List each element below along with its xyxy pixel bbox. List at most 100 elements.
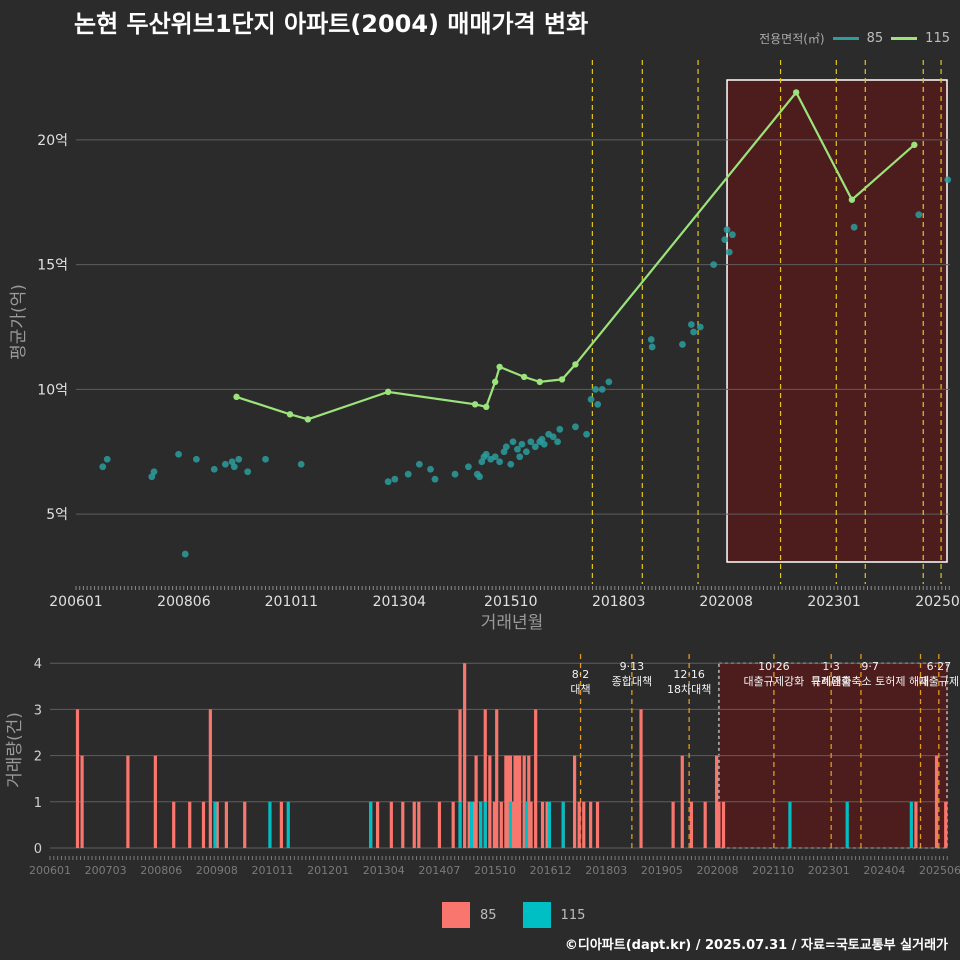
point-85 bbox=[605, 378, 613, 386]
bar-85 bbox=[639, 709, 643, 848]
bar-85 bbox=[472, 801, 476, 848]
y-axis-title: 거래량(건) bbox=[5, 712, 25, 788]
point-85 bbox=[482, 450, 490, 458]
bar-115 bbox=[479, 801, 483, 848]
bar-85 bbox=[463, 663, 467, 848]
point-85 bbox=[262, 455, 269, 463]
point-85 bbox=[721, 236, 729, 244]
point-115 bbox=[304, 416, 312, 423]
bar-115 bbox=[561, 801, 565, 848]
bar-legend: 85 115 bbox=[442, 902, 585, 928]
point-115 bbox=[233, 393, 240, 401]
point-85 bbox=[244, 468, 252, 476]
legend-swatch-85 bbox=[832, 37, 859, 40]
bar-85 bbox=[582, 801, 586, 848]
bar-85 bbox=[75, 709, 80, 848]
bar-85 bbox=[467, 801, 471, 848]
bar-115 bbox=[524, 801, 529, 848]
bar-85 bbox=[458, 709, 462, 848]
x-tick-label: 201304 bbox=[363, 864, 405, 877]
point-85 bbox=[522, 448, 530, 456]
point-85 bbox=[556, 425, 564, 433]
x-tick-label: 202404 bbox=[863, 864, 905, 877]
point-85 bbox=[725, 248, 733, 256]
bar-85 bbox=[680, 755, 684, 848]
bar-85 bbox=[375, 801, 380, 848]
bar-115 bbox=[369, 801, 373, 848]
bar-85 bbox=[703, 801, 707, 848]
point-85 bbox=[944, 176, 952, 184]
point-85 bbox=[915, 211, 923, 219]
x-tick-label: 201201 bbox=[307, 864, 349, 877]
bar-85 bbox=[511, 801, 515, 848]
legend-title: 전용면적(㎡) bbox=[759, 32, 825, 46]
x-axis-title: 거래년월 bbox=[481, 613, 544, 633]
point-85 bbox=[710, 261, 718, 269]
bar-115 bbox=[909, 801, 913, 848]
bar-85 bbox=[201, 801, 206, 848]
bar-85 bbox=[488, 755, 492, 848]
point-85 bbox=[99, 463, 107, 471]
x-tick-label: 200601 bbox=[29, 864, 71, 877]
bar-85 bbox=[483, 709, 487, 848]
point-115 bbox=[384, 388, 392, 396]
bar-115 bbox=[788, 801, 792, 848]
bar-115 bbox=[508, 801, 513, 848]
bar-85 bbox=[689, 801, 694, 848]
bar-85 bbox=[534, 709, 538, 848]
bar-85 bbox=[215, 801, 219, 848]
point-85 bbox=[476, 473, 483, 481]
x-tick-label: 202506 bbox=[915, 594, 960, 610]
point-85 bbox=[690, 328, 697, 336]
point-115 bbox=[572, 361, 579, 368]
point-85 bbox=[415, 460, 423, 468]
point-85 bbox=[554, 438, 561, 446]
bar-85 bbox=[80, 755, 84, 848]
annotation-date: 10·26 bbox=[758, 660, 790, 673]
x-tick-label: 201407 bbox=[418, 864, 460, 877]
bar-115 bbox=[286, 801, 290, 848]
annotation-date: 12·16 bbox=[673, 668, 705, 681]
y-tick-label: 4 bbox=[34, 657, 42, 672]
chart-title: 논현 두산위브1단지 아파트(2004) 매매가격 변화 bbox=[74, 10, 589, 38]
point-85 bbox=[728, 231, 736, 239]
point-85 bbox=[509, 438, 517, 446]
point-85 bbox=[150, 468, 158, 476]
point-85 bbox=[103, 455, 111, 463]
annotation-date: 8·2 bbox=[572, 668, 590, 681]
y-tick-label: 15억 bbox=[37, 258, 68, 274]
annotation-text: 대책 bbox=[570, 683, 590, 696]
point-85 bbox=[235, 455, 243, 463]
bar-85 bbox=[721, 801, 726, 848]
bar-85 bbox=[527, 755, 531, 848]
x-tick-label: 202301 bbox=[807, 594, 860, 610]
bar-85 bbox=[504, 755, 508, 848]
annotation-text: 18차대책 bbox=[667, 683, 711, 696]
point-85 bbox=[210, 465, 218, 473]
x-tick-label: 200601 bbox=[49, 594, 102, 610]
y-tick-label: 0 bbox=[34, 842, 42, 857]
x-tick-label: 202506 bbox=[919, 864, 960, 877]
point-85 bbox=[592, 385, 599, 393]
bar-85 bbox=[595, 801, 600, 848]
bar-85 bbox=[508, 755, 513, 848]
bar-85 bbox=[529, 801, 533, 848]
point-85 bbox=[583, 430, 590, 438]
annotation-date: 6·27 bbox=[927, 660, 952, 673]
bar-85 bbox=[495, 709, 499, 848]
bar-85 bbox=[506, 755, 510, 848]
annotation-text: 특례대출축소 토허제 해제 bbox=[811, 674, 929, 688]
point-85 bbox=[598, 385, 606, 393]
point-85 bbox=[384, 478, 392, 486]
point-85 bbox=[192, 455, 200, 463]
point-85 bbox=[587, 395, 595, 403]
x-tick-label: 201612 bbox=[530, 864, 572, 877]
y-tick-label: 10억 bbox=[37, 382, 68, 398]
point-85 bbox=[297, 460, 305, 468]
point-85 bbox=[496, 458, 504, 466]
point-115 bbox=[536, 378, 543, 386]
bar-85 bbox=[451, 801, 455, 848]
bar-85 bbox=[717, 801, 721, 848]
x-tick-label: 200703 bbox=[85, 864, 127, 877]
point-115 bbox=[496, 363, 503, 371]
